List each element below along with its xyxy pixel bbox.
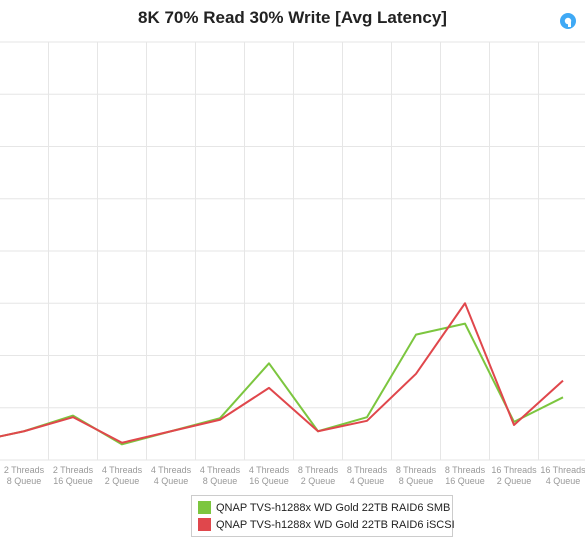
- legend-label-iscsi: QNAP TVS-h1288x WD Gold 22TB RAID6 iSCSI: [216, 518, 455, 531]
- context-menu-icon[interactable]: [558, 11, 578, 31]
- legend-item-smb[interactable]: QNAP TVS-h1288x WD Gold 22TB RAID6 SMB: [198, 499, 450, 516]
- series-line-0: [0, 322, 564, 446]
- x-tick-label: 16 Threads 4 Queue: [540, 465, 585, 486]
- legend-swatch-iscsi: [198, 518, 211, 531]
- x-tick-label: 4 Threads 16 Queue: [249, 465, 290, 486]
- x-tick-label: 8 Threads 16 Queue: [445, 465, 486, 486]
- series-line-1: [0, 302, 564, 444]
- x-tick-label: 8 Threads 2 Queue: [298, 465, 339, 486]
- legend: QNAP TVS-h1288x WD Gold 22TB RAID6 SMB Q…: [191, 495, 455, 537]
- series-lines: [0, 302, 564, 446]
- x-tick-label: 4 Threads 8 Queue: [200, 465, 241, 486]
- grid-lines: [0, 41, 585, 461]
- x-tick-label: 8 Threads 4 Queue: [347, 465, 388, 486]
- x-tick-label: 8 Threads 8 Queue: [396, 465, 437, 486]
- x-tick-label: 2 Threads 8 Queue: [4, 465, 45, 486]
- x-tick-label: 2 Threads 16 Queue: [53, 465, 94, 486]
- x-tick-label: 4 Threads 2 Queue: [102, 465, 143, 486]
- legend-item-iscsi[interactable]: QNAP TVS-h1288x WD Gold 22TB RAID6 iSCSI: [198, 516, 455, 533]
- x-tick-label: 16 Threads 2 Queue: [491, 465, 537, 486]
- legend-label-smb: QNAP TVS-h1288x WD Gold 22TB RAID6 SMB: [216, 501, 451, 514]
- chart-title: 8K 70% Read 30% Write [Avg Latency]: [138, 8, 447, 27]
- x-tick-label: 4 Threads 4 Queue: [151, 465, 192, 486]
- legend-swatch-smb: [198, 501, 211, 514]
